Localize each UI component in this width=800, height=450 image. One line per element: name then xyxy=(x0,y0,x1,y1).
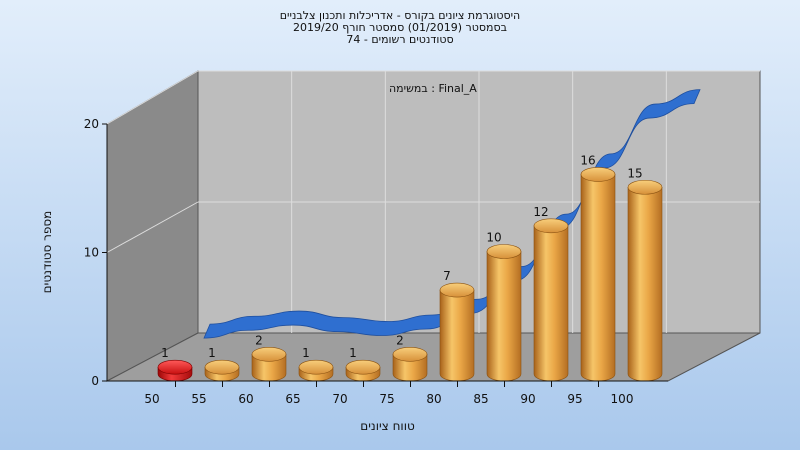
bar: 1 xyxy=(204,346,240,382)
bar-cap xyxy=(298,359,334,375)
title-line-3: סטודנטים רשומים - 74 xyxy=(346,33,454,46)
x-tick-label: 90 xyxy=(520,392,535,406)
bar-body xyxy=(627,186,663,382)
bar-value-label: 7 xyxy=(443,269,451,283)
bar-body xyxy=(439,289,475,382)
bar-value-label: 2 xyxy=(255,333,263,347)
bar-value-label: 15 xyxy=(627,166,642,180)
gridlines xyxy=(106,70,760,333)
y-tick-label: 20 xyxy=(84,117,99,131)
bar-value-label: 1 xyxy=(302,346,310,360)
bar-cap xyxy=(157,359,193,375)
bar-cap xyxy=(204,359,240,375)
axes: 0 10 20 50 55 60 65 70 75 80 85 90 95 100 xyxy=(84,117,668,406)
x-tick-label: 100 xyxy=(611,392,634,406)
x-tick-label: 55 xyxy=(191,392,206,406)
x-tick-label: 60 xyxy=(238,392,253,406)
bar: 2 xyxy=(392,333,428,382)
bar-cap xyxy=(345,359,381,375)
x-tick-label: 85 xyxy=(473,392,488,406)
y-tick-label: 10 xyxy=(84,246,99,260)
y-axis-label: מספר סטודנטים xyxy=(40,210,54,294)
x-tick-label: 50 xyxy=(144,392,159,406)
x-tick-label: 65 xyxy=(285,392,300,406)
bar-body xyxy=(533,225,569,382)
bar: 7 xyxy=(439,269,475,382)
bar: 10 xyxy=(486,231,522,382)
trend-curve xyxy=(203,89,701,339)
bar-body xyxy=(486,251,522,382)
bar-cap xyxy=(439,282,475,298)
trend-ribbon xyxy=(203,89,701,339)
bar-cap xyxy=(486,244,522,259)
bar-cap xyxy=(580,167,616,182)
title-line-1: היסטוגרמת ציונים בקורס - אדריכלות ותכנון… xyxy=(279,9,521,22)
left-wall xyxy=(106,70,199,382)
x-tick-label: 70 xyxy=(332,392,347,406)
bar-body xyxy=(580,174,616,382)
chart-title: היסטוגרמת ציונים בקורס - אדריכלות ותכנון… xyxy=(0,10,800,46)
x-tick-label: 80 xyxy=(426,392,441,406)
bar-value-label: 10 xyxy=(486,231,501,245)
bar-highlight: 1 xyxy=(157,346,193,382)
bar: 2 xyxy=(251,333,287,382)
bar: 16 xyxy=(580,153,616,382)
bar-value-label: 16 xyxy=(580,153,595,167)
bar-value-label: 1 xyxy=(161,346,169,360)
title-line-2: בסמסטר (01/2019) סמסטר חורף 2019/20 xyxy=(293,21,507,34)
bar-value-label: 1 xyxy=(208,346,216,360)
x-tick-label: 95 xyxy=(567,392,582,406)
x-tick-label: 75 xyxy=(379,392,394,406)
bar-value-label: 1 xyxy=(349,346,357,360)
gridline-left xyxy=(106,70,199,125)
bar: 15 xyxy=(627,166,663,382)
assignment-label: במשימה : Final_A xyxy=(389,82,477,95)
bar-cap xyxy=(627,179,663,195)
bar: 12 xyxy=(533,205,569,382)
bar-cap xyxy=(392,346,428,362)
gridline-left xyxy=(106,201,199,253)
bar-cap xyxy=(251,346,287,362)
y-tick-label: 0 xyxy=(91,374,99,388)
bar-cap xyxy=(533,218,569,234)
bar-value-label: 12 xyxy=(533,205,548,219)
bar-value-label: 2 xyxy=(396,333,404,347)
x-axis-label: טווח ציונים xyxy=(360,419,415,433)
